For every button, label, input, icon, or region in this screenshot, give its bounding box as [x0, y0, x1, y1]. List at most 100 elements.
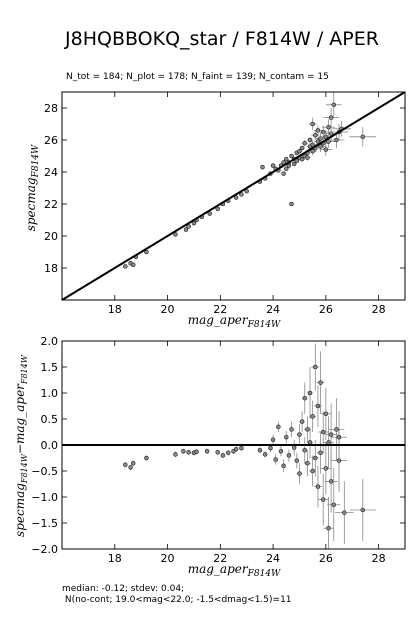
data-point-bottom-58 [335, 481, 354, 544]
marker [144, 249, 149, 255]
figure-subtitle: N_tot = 184; N_plot = 178; N_faint = 139… [66, 72, 329, 82]
marker [262, 452, 268, 457]
y-tick-label: −1.5 [31, 517, 58, 530]
scatter-panel-difference: 18 20 22 24 26 28 −2.0 −1.5 −1.0 −0.5 0.0 0.5 1.0 1.… [13, 335, 406, 579]
marker [233, 195, 239, 200]
y-tick-label: 0.5 [41, 413, 59, 426]
data-point-bottom-26 [289, 421, 294, 438]
y-axis-label-bottom: specmagF814W−mag_aperF814W [13, 354, 29, 537]
figure-title: J8HQBBOKQ_star / F814W / APER [64, 28, 379, 50]
data-point-top-37 [294, 158, 300, 164]
data-point-bottom-34 [304, 450, 311, 477]
data-point-bottom-22 [278, 446, 284, 457]
data-point-bottom-2 [130, 460, 136, 466]
y-axis-label-main: specmag [13, 483, 27, 537]
x-tick-label: 26 [319, 552, 333, 565]
y-tick-label: 0.0 [41, 439, 59, 452]
marker [334, 427, 339, 432]
marker [315, 139, 321, 144]
data-point-bottom-57 [331, 411, 347, 464]
data-point-bottom-28 [294, 452, 300, 469]
marker [331, 502, 337, 508]
data-point-top-27 [281, 160, 286, 165]
marker [281, 160, 286, 165]
x-tick-label: 22 [213, 552, 227, 565]
data-point-bottom-36 [306, 426, 314, 458]
footer-stats-line-1: median: -0.12; stdev: 0.04; [62, 584, 184, 594]
x-tick-label: 26 [319, 303, 333, 316]
marker [225, 450, 231, 456]
data-point-bottom-37 [306, 367, 314, 419]
marker [315, 403, 321, 409]
data-point-top-60 [321, 119, 336, 136]
marker [323, 466, 329, 471]
data-point-top-22 [270, 163, 276, 168]
data-point-top-32 [289, 201, 294, 207]
data-point-top-59 [319, 143, 333, 156]
marker [297, 432, 302, 437]
marker [257, 447, 263, 453]
marker [181, 448, 186, 454]
marker [315, 484, 321, 489]
data-point-bottom-14 [233, 446, 239, 452]
data-point-top-4 [144, 249, 149, 255]
data-point-top-12 [215, 206, 220, 212]
y-tick-label: 26 [44, 134, 58, 147]
y-tick-label: −0.5 [31, 465, 58, 478]
data-point-bottom-38 [309, 455, 316, 487]
data-point-top-47 [306, 136, 314, 144]
marker [128, 465, 133, 470]
x-axis-ticks-top: 18 20 22 24 26 28 [108, 92, 386, 316]
x-tick-label: 24 [266, 303, 280, 316]
marker [310, 148, 315, 154]
y-tick-label: −2.0 [31, 543, 58, 556]
data-point-bottom-27 [291, 439, 297, 456]
marker [307, 440, 313, 445]
data-point-bottom-16 [257, 447, 263, 454]
data-point-bottom-48 [320, 387, 332, 440]
data-point-bottom-8 [194, 449, 199, 455]
marker [320, 429, 326, 435]
x-tick-label: 22 [213, 303, 227, 316]
marker [281, 463, 286, 469]
marker [326, 440, 331, 445]
data-point-top-8 [191, 220, 197, 226]
y-axis-label-minus-term: −mag_aper [13, 383, 27, 454]
y-tick-label: 20 [44, 230, 58, 243]
data-point-bottom-47 [317, 473, 329, 526]
marker [342, 510, 347, 515]
data-point-top-40 [299, 156, 305, 162]
data-point-top-33 [289, 153, 294, 159]
data-point-top-7 [186, 224, 191, 229]
marker [360, 134, 366, 140]
data-point-bottom-50 [323, 497, 334, 549]
marker [331, 102, 337, 108]
data-point-bottom-45 [316, 351, 325, 414]
marker [294, 458, 300, 463]
data-point-bottom-15 [239, 445, 244, 451]
data-point-bottom-55 [328, 398, 345, 461]
y-axis-label-main: specmag [24, 177, 38, 231]
data-point-bottom-24 [284, 430, 289, 444]
data-point-bottom-49 [320, 442, 332, 495]
marker [310, 121, 315, 127]
data-point-top-6 [183, 227, 189, 232]
footer-stats-line-2: N(no-cont; 19.0<mag<22.0; -1.5<dmag<1.5)… [62, 595, 292, 605]
data-point-top-0 [123, 264, 128, 269]
data-point-top-34 [291, 161, 297, 167]
marker [328, 115, 334, 120]
data-point-top-5 [173, 232, 178, 237]
marker [173, 232, 178, 237]
marker [334, 137, 339, 143]
data-point-top-39 [296, 148, 303, 154]
data-point-top-17 [244, 188, 249, 194]
x-axis-label-top: mag_aperF814W [188, 313, 281, 330]
marker [260, 164, 265, 170]
data-point-bottom-25 [286, 449, 292, 462]
x-tick-label: 20 [161, 303, 175, 316]
marker [278, 448, 284, 454]
marker [310, 142, 315, 148]
marker [336, 434, 342, 440]
y-axis-ticks-top: 18 20 22 24 26 28 [44, 102, 405, 275]
data-point-top-45 [304, 154, 311, 161]
